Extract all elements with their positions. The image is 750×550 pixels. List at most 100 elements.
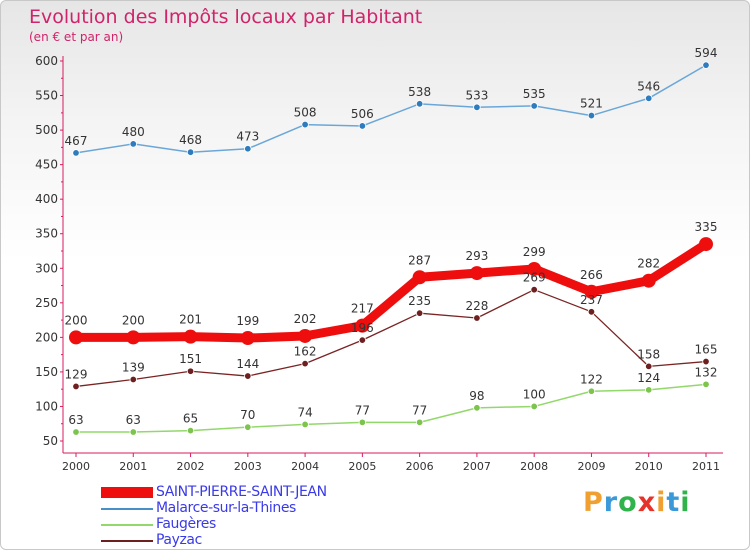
data-label-faugeres: 98 [469,389,484,403]
y-tick-label: 150 [35,365,58,379]
data-point-payzac [244,372,252,380]
y-tick-label: 550 [35,89,58,103]
data-label-saint-pierre: 335 [695,220,718,234]
data-label-payzac: 144 [236,357,259,371]
data-point-saint-pierre [699,237,713,252]
chart-subtitle: (en € et par an) [29,30,124,44]
data-point-saint-pierre [183,329,198,344]
data-point-faugeres [530,402,538,411]
data-label-payzac: 165 [695,343,718,357]
data-label-malarce: 594 [695,46,718,60]
y-tick-label: 500 [35,123,58,137]
data-point-payzac [645,362,653,371]
data-label-payzac: 235 [408,294,431,308]
data-point-payzac [72,382,80,391]
data-point-faugeres [587,387,596,395]
data-label-saint-pierre: 282 [637,257,660,271]
x-tick-label: 2004 [291,460,319,473]
data-point-faugeres [244,423,252,431]
data-label-faugeres: 132 [695,365,718,379]
data-point-saint-pierre [527,261,542,276]
data-point-malarce [473,103,481,111]
data-point-faugeres [702,380,710,389]
data-label-malarce: 480 [122,125,145,139]
data-point-saint-pierre [412,270,427,285]
legend-label-malarce: Malarce-sur-la-Thines [156,500,296,516]
data-label-payzac: 228 [465,299,488,313]
data-point-malarce [702,61,710,69]
data-label-payzac: 162 [294,345,317,359]
x-tick-label: 2010 [635,460,663,473]
data-point-malarce [244,145,252,153]
data-label-payzac: 158 [637,347,660,361]
data-point-saint-pierre [126,330,141,345]
data-label-faugeres: 63 [126,413,141,427]
data-label-saint-pierre: 201 [179,313,202,327]
legend-label-faugeres: Faugères [156,516,216,532]
data-point-faugeres [473,404,481,412]
data-label-malarce: 521 [580,97,603,111]
x-tick-label: 2006 [406,460,434,473]
data-point-payzac [530,285,538,294]
data-label-saint-pierre: 293 [465,249,488,263]
data-point-saint-pierre [240,331,255,346]
data-label-payzac: 139 [122,361,145,375]
data-point-payzac [186,367,195,375]
data-label-saint-pierre: 287 [408,253,431,267]
y-tick-label: 50 [43,434,58,448]
y-tick-label: 400 [35,192,58,206]
data-label-faugeres: 65 [183,412,198,426]
data-point-malarce [186,148,195,156]
data-point-faugeres [72,428,80,436]
data-label-malarce: 506 [351,107,374,121]
data-point-malarce [301,120,309,129]
x-tick-label: 2007 [463,460,491,473]
data-label-malarce: 533 [465,88,488,102]
data-point-payzac [415,309,424,317]
data-point-payzac [473,314,481,322]
data-point-malarce [530,102,538,110]
data-point-malarce [415,100,424,108]
x-tick-label: 2002 [177,460,205,473]
series-line-saint-pierre [76,240,709,343]
data-label-malarce: 546 [637,79,660,93]
data-label-malarce: 508 [294,106,317,120]
data-point-payzac [358,336,367,344]
data-point-malarce [587,111,596,120]
chart-title: Evolution des Impôts locaux par Habitant [29,6,423,28]
y-tick-label: 350 [35,227,58,241]
data-label-payzac: 129 [65,367,88,381]
data-point-malarce [72,149,80,157]
data-point-saint-pierre [641,273,656,288]
data-point-faugeres [129,428,137,436]
series-line-faugeres [76,383,707,433]
data-label-faugeres: 124 [637,371,660,385]
data-point-malarce [358,122,367,130]
data-point-faugeres [186,426,195,435]
data-label-malarce: 473 [236,130,259,144]
y-tick-label: 250 [35,296,58,310]
data-label-faugeres: 74 [297,405,312,419]
legend-swatch-malarce [101,508,153,510]
data-label-faugeres: 77 [412,403,427,417]
data-label-malarce: 467 [65,134,88,148]
data-point-payzac [702,357,710,366]
data-point-payzac [129,375,137,384]
data-label-malarce: 468 [179,133,202,147]
legend-label-payzac: Payzac [156,532,202,548]
data-label-faugeres: 77 [355,403,370,417]
x-tick-label: 2000 [62,460,90,473]
data-point-faugeres [415,418,424,427]
data-point-saint-pierre [69,330,83,345]
data-label-saint-pierre: 200 [65,313,88,327]
proxiti-logo: Proxiti [583,487,691,518]
y-tick-label: 600 [35,54,58,68]
y-tick-label: 200 [35,330,58,344]
data-label-malarce: 538 [408,85,431,99]
data-point-saint-pierre [355,318,370,333]
data-label-faugeres: 63 [68,413,83,427]
data-label-saint-pierre: 200 [122,313,145,327]
x-tick-label: 2008 [520,460,548,473]
data-label-faugeres: 122 [580,372,603,386]
